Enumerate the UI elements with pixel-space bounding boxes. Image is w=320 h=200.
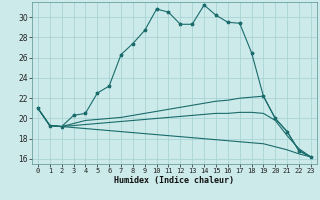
X-axis label: Humidex (Indice chaleur): Humidex (Indice chaleur)	[115, 176, 234, 185]
